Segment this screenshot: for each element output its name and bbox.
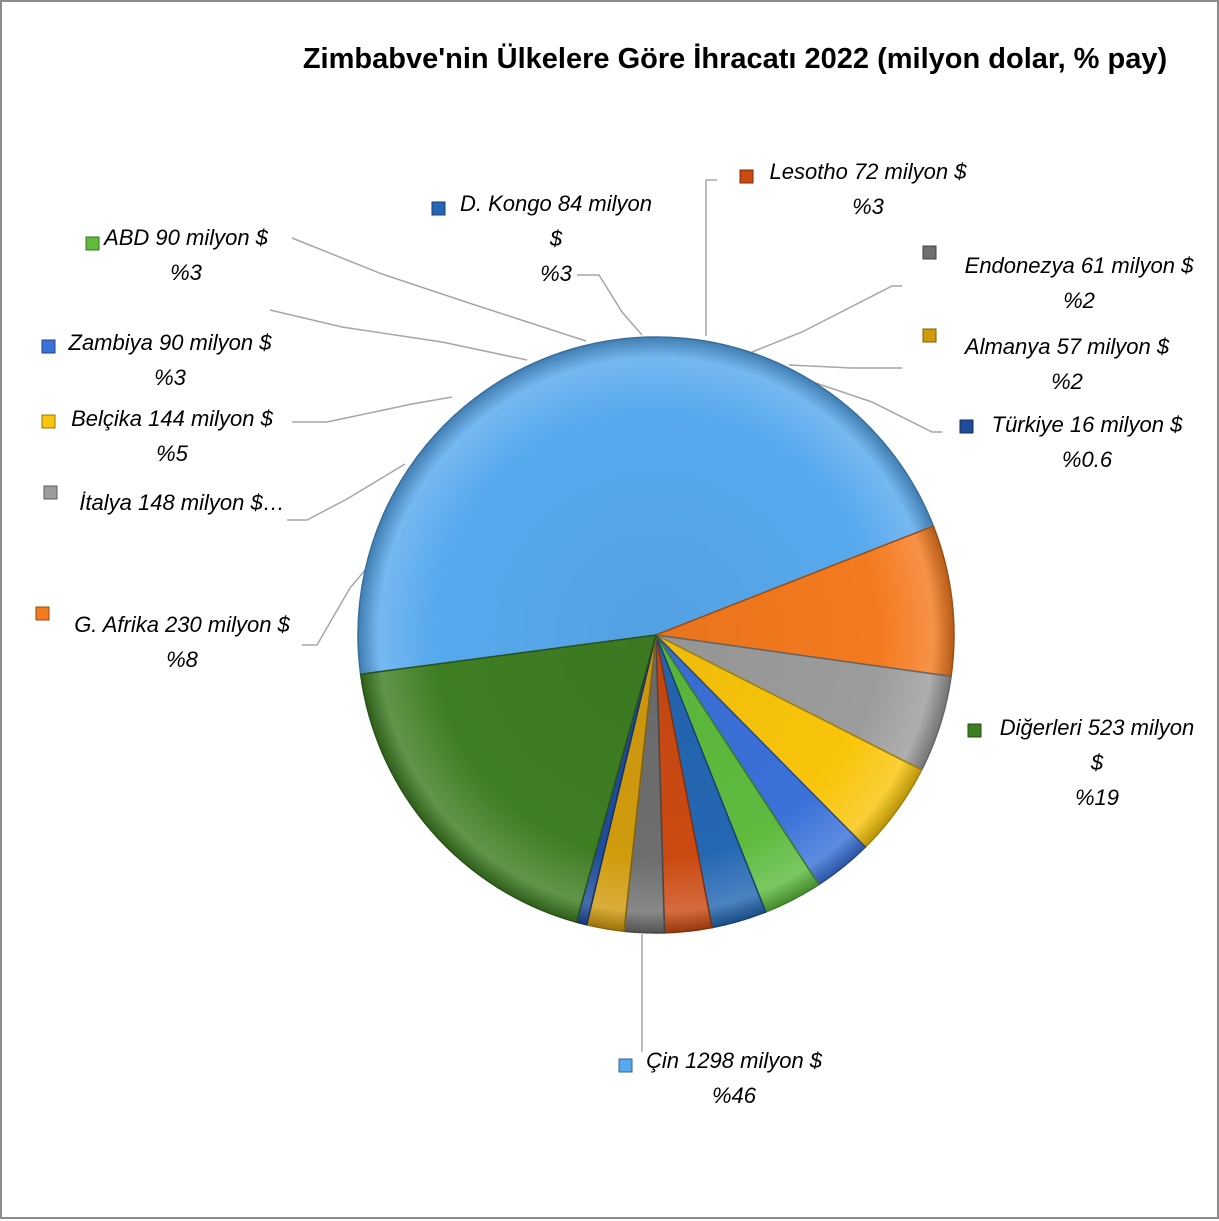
data-label: Lesotho 72 milyon $ [770, 159, 968, 184]
data-label: %3 [540, 261, 573, 286]
legend-key-marker [967, 723, 982, 738]
data-label: Türkiye 16 milyon $ [992, 412, 1184, 437]
legend-key-marker [959, 419, 974, 434]
legend-key-marker [43, 485, 58, 500]
legend-key-marker [431, 201, 446, 216]
leader-line [705, 179, 717, 336]
legend-key-marker [922, 245, 937, 260]
data-label: Almanya 57 milyon $ [963, 334, 1170, 359]
data-label: İtalya 148 milyon $… [79, 490, 284, 515]
legend-key-marker [41, 339, 56, 354]
leader-line [287, 463, 406, 521]
chart-title: Zimbabve'nin Ülkelere Göre İhracatı 2022… [303, 42, 1167, 75]
data-label: Çin 1298 milyon $ [646, 1048, 823, 1073]
pie-slice-g-afrika [653, 525, 955, 678]
data-label: %3 [170, 260, 203, 285]
data-label: Belçika 144 milyon $ [71, 406, 274, 431]
data-label: %2 [1051, 369, 1083, 394]
leader-line [292, 396, 453, 423]
data-label: $ [549, 226, 563, 251]
legend-key-marker [739, 169, 754, 184]
data-label: D. Kongo 84 milyon [460, 191, 652, 216]
legend-key-marker [41, 414, 56, 429]
data-label: Zambiya 90 milyon $ [68, 330, 273, 355]
data-label: G. Afrika 230 milyon $ [74, 612, 290, 637]
leader-line [788, 364, 902, 369]
leader-line [577, 274, 643, 336]
data-label: %46 [712, 1083, 757, 1108]
data-label: %5 [156, 441, 189, 466]
data-labels: Çin 1298 milyon $ %46 G. Afrika 230 milyon… [35, 159, 1194, 1108]
data-label: %2 [1063, 288, 1095, 313]
data-label: %19 [1075, 785, 1119, 810]
leader-line [751, 285, 902, 353]
legend-key-marker [922, 328, 937, 343]
legend-key-marker [35, 606, 50, 621]
legend-key-marker [85, 236, 100, 251]
data-label: %3 [154, 365, 187, 390]
data-label: $ [1090, 750, 1104, 775]
legend-key-marker [618, 1058, 633, 1073]
leader-line [797, 376, 942, 433]
leader-line [269, 309, 528, 361]
data-label: Endonezya 61 milyon $ [965, 253, 1194, 278]
data-label: %8 [166, 647, 199, 672]
data-label: %3 [852, 194, 885, 219]
pie-slice-çin [357, 336, 935, 676]
data-label: %0.6 [1062, 447, 1113, 472]
pie-slices [357, 336, 955, 934]
data-label: Diğerleri 523 milyon [1000, 715, 1194, 740]
pie-slice-diğerleri [359, 634, 658, 924]
data-label: ABD 90 milyon $ [102, 225, 269, 250]
leader-line [291, 237, 587, 342]
